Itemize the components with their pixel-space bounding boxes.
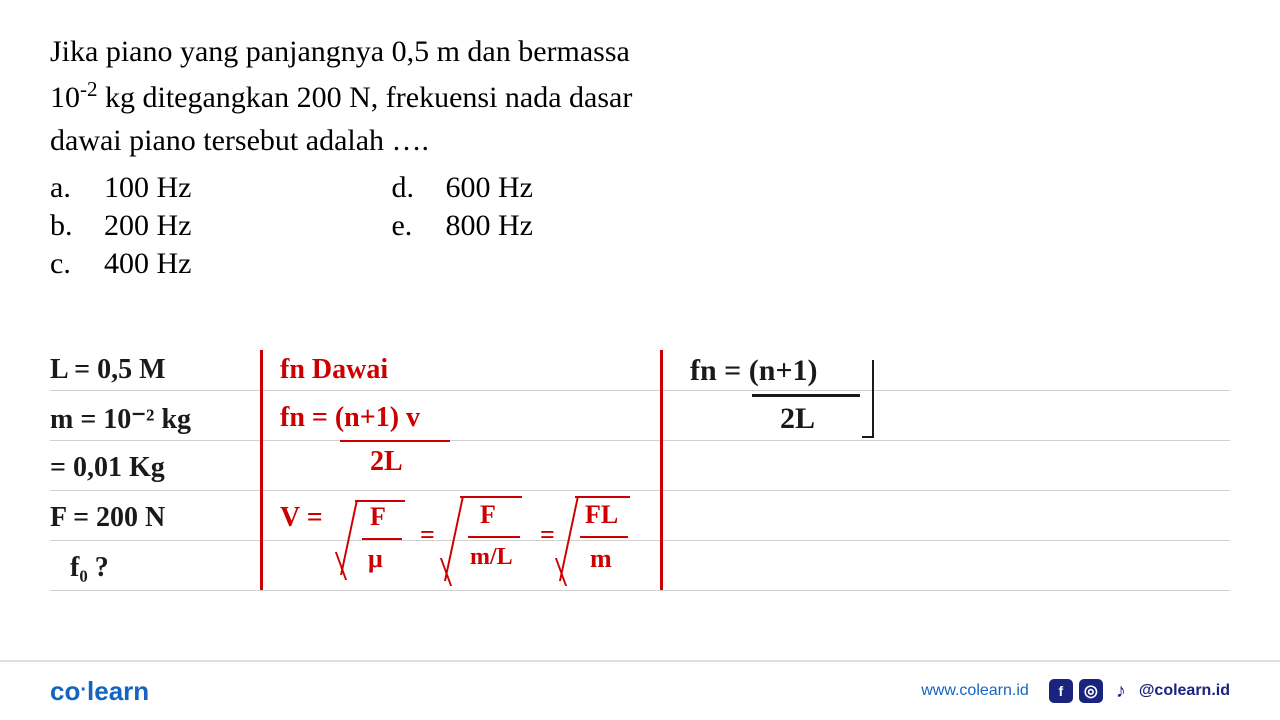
question-line2-post: kg ditegangkan 200 N, frekuensi nada das… <box>98 81 633 114</box>
v-frac2-den: m/L <box>470 544 513 571</box>
question-line3: dawai piano tersebut adalah …. <box>50 124 429 157</box>
option-d: d. 600 Hz <box>391 171 532 205</box>
fn-numerator: fn = (n+1) v <box>280 402 420 434</box>
given-fo: f₀ ? <box>70 552 109 584</box>
question-line1: Jika piano yang panjangnya 0,5 m dan ber… <box>50 35 630 68</box>
v-eq1: = <box>420 520 435 550</box>
divider-2 <box>660 350 663 590</box>
logo-co: co <box>50 676 80 706</box>
social-handle: @colearn.id <box>1139 682 1230 700</box>
options-left: a. 100 Hz b. 200 Hz c. 400 Hz <box>50 171 191 281</box>
facebook-icon: f <box>1049 679 1073 703</box>
options-container: a. 100 Hz b. 200 Hz c. 400 Hz d. 600 Hz … <box>50 171 1230 281</box>
v-frac1-num: F <box>370 502 386 532</box>
option-e: e. 800 Hz <box>391 209 532 243</box>
social-icons: f ◎ ♪ @colearn.id <box>1049 679 1230 703</box>
option-c: c. 400 Hz <box>50 247 191 281</box>
v-frac2-num: F <box>480 500 496 530</box>
v-frac3-num: FL <box>585 500 618 530</box>
v-frac1-den: μ <box>368 544 383 574</box>
right-bracket <box>862 360 874 438</box>
question-sup: -2 <box>80 77 98 101</box>
instagram-icon: ◎ <box>1079 679 1103 703</box>
given-F: F = 200 N <box>50 502 165 534</box>
handwriting-area: L = 0,5 M m = 10⁻² kg = 0,01 Kg F = 200 … <box>50 340 1230 620</box>
v-frac3-den: m <box>590 544 612 574</box>
fn-fracline <box>340 440 450 442</box>
right-fracline <box>752 394 860 397</box>
v-eq2: = <box>540 520 555 550</box>
formula-title: fn Dawai <box>280 354 388 386</box>
question-text: Jika piano yang panjangnya 0,5 m dan ber… <box>50 30 1230 163</box>
fn-denominator: 2L <box>370 446 403 478</box>
options-right: d. 600 Hz e. 800 Hz <box>391 171 532 281</box>
website-url: www.colearn.id <box>921 682 1029 700</box>
option-a: a. 100 Hz <box>50 171 191 205</box>
v-label: V = <box>280 502 323 534</box>
logo-learn: learn <box>87 676 149 706</box>
right-fn-den: 2L <box>780 402 815 436</box>
given-L: L = 0,5 M <box>50 354 166 386</box>
lined-background <box>50 340 1230 620</box>
question-area: Jika piano yang panjangnya 0,5 m dan ber… <box>0 0 1280 291</box>
right-fn-num: fn = (n+1) <box>690 354 818 388</box>
footer: co·learn www.colearn.id f ◎ ♪ @colearn.i… <box>0 660 1280 720</box>
logo: co·learn <box>50 676 149 707</box>
logo-dot-icon: · <box>80 679 87 701</box>
option-b: b. 200 Hz <box>50 209 191 243</box>
given-m2: = 0,01 Kg <box>50 452 165 484</box>
given-m1: m = 10⁻² kg <box>50 402 191 436</box>
divider-1 <box>260 350 263 590</box>
tiktok-icon: ♪ <box>1109 679 1133 703</box>
footer-right: www.colearn.id f ◎ ♪ @colearn.id <box>921 679 1230 703</box>
question-line2-pre: 10 <box>50 81 80 114</box>
